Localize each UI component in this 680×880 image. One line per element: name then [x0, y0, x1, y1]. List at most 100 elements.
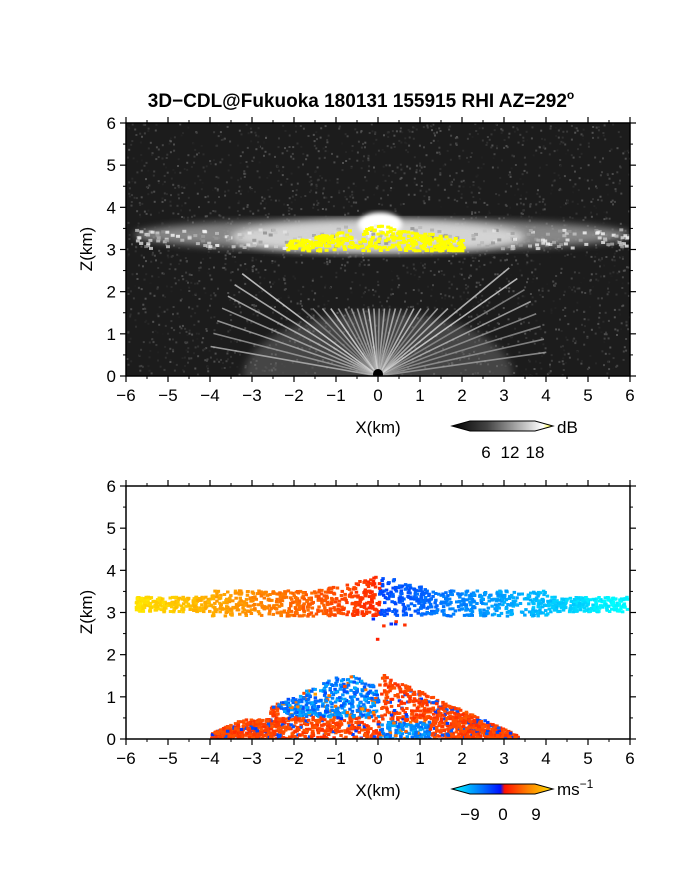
velocity-cell	[294, 599, 299, 603]
noise-speck	[382, 308, 385, 311]
noise-speck	[184, 257, 187, 260]
noise-speck	[464, 284, 467, 286]
noise-speck	[190, 357, 193, 360]
velocity-cell	[140, 599, 145, 603]
velocity-cell	[334, 597, 339, 601]
noise-speck	[440, 270, 443, 272]
noise-speck	[469, 275, 472, 277]
cloud-texture	[572, 232, 577, 236]
noise-speck	[218, 196, 220, 198]
noise-speck	[393, 187, 396, 189]
noise-speck	[186, 168, 189, 171]
noise-speck	[459, 321, 462, 324]
noise-speck	[438, 127, 441, 130]
velocity-cell	[419, 613, 424, 617]
noise-speck	[512, 290, 515, 293]
noise-speck	[621, 257, 624, 260]
noise-speck	[278, 278, 280, 281]
noise-speck	[569, 216, 572, 219]
noise-speck	[167, 256, 170, 259]
velocity-cell	[560, 597, 565, 601]
velocity-cell	[294, 612, 299, 615]
velocity-cell	[282, 596, 286, 600]
velocity-cell	[242, 608, 246, 612]
velocity-cell	[483, 591, 488, 595]
reflectivity-clutter-fan	[210, 267, 547, 376]
noise-speck	[538, 146, 541, 149]
velocity-cell	[218, 596, 223, 600]
noise-speck	[450, 216, 453, 218]
velocity-cell	[270, 598, 274, 602]
echo-core-cell	[439, 237, 444, 241]
velocity-cell	[326, 590, 330, 594]
noise-speck	[508, 132, 511, 135]
velocity-cell	[577, 599, 581, 603]
velocity-cell	[161, 608, 166, 612]
cloud-texture	[565, 238, 570, 242]
noise-speck	[525, 337, 528, 339]
noise-speck	[542, 198, 545, 201]
noise-speck	[341, 142, 344, 145]
noise-speck	[208, 268, 211, 270]
noise-speck	[606, 372, 609, 375]
velocity-cell	[389, 622, 393, 626]
velocity-cell	[536, 605, 540, 609]
velocity-cell	[310, 606, 315, 610]
noise-speck	[136, 160, 139, 163]
noise-speck	[595, 246, 598, 249]
noise-speck	[544, 147, 547, 150]
noise-speck	[509, 213, 512, 216]
noise-speck	[605, 211, 608, 214]
noise-speck	[491, 144, 494, 147]
noise-speck	[184, 327, 187, 330]
cloud-texture	[247, 231, 252, 235]
cloud-texture	[510, 231, 515, 235]
velocity-cell	[211, 597, 216, 601]
noise-speck	[510, 336, 512, 339]
noise-speck	[550, 312, 553, 315]
noise-speck	[316, 138, 318, 141]
velocity-cell	[354, 582, 359, 586]
noise-speck	[155, 158, 158, 161]
velocity-cell	[458, 593, 463, 596]
noise-speck	[151, 338, 154, 341]
noise-speck	[470, 254, 473, 257]
velocity-cell	[605, 606, 609, 610]
velocity-cell	[496, 606, 500, 610]
noise-speck	[576, 309, 579, 312]
velocity-cell	[456, 605, 461, 608]
noise-speck	[250, 321, 253, 324]
noise-speck	[477, 166, 480, 169]
noise-speck	[161, 157, 164, 160]
noise-speck	[246, 165, 249, 168]
velocity-cell	[588, 598, 592, 602]
noise-speck	[401, 131, 404, 134]
noise-speck	[140, 288, 143, 291]
velocity-cell	[362, 602, 367, 606]
noise-speck	[186, 216, 189, 219]
echo-core-cell	[398, 234, 403, 238]
velocity-cell	[210, 594, 214, 598]
noise-speck	[274, 199, 277, 202]
echo-core-cell	[428, 232, 433, 236]
noise-speck	[251, 270, 254, 273]
echo-core-cell	[439, 240, 444, 244]
noise-speck	[186, 161, 189, 164]
cloud-texture	[570, 246, 575, 250]
noise-speck	[495, 123, 498, 126]
noise-speck	[249, 210, 252, 213]
velocity-cell	[265, 605, 269, 609]
noise-speck	[296, 302, 299, 305]
noise-speck	[448, 128, 451, 131]
echo-core-cell	[328, 235, 333, 239]
noise-speck	[625, 320, 628, 323]
cloud-texture	[238, 235, 243, 239]
noise-speck	[192, 277, 195, 280]
noise-speck	[128, 181, 131, 184]
noise-speck	[472, 181, 475, 183]
noise-speck	[151, 253, 154, 256]
echo-core-cell	[342, 245, 347, 249]
echo-core-cell	[453, 248, 458, 252]
noise-speck	[603, 333, 606, 336]
noise-speck	[455, 142, 458, 145]
